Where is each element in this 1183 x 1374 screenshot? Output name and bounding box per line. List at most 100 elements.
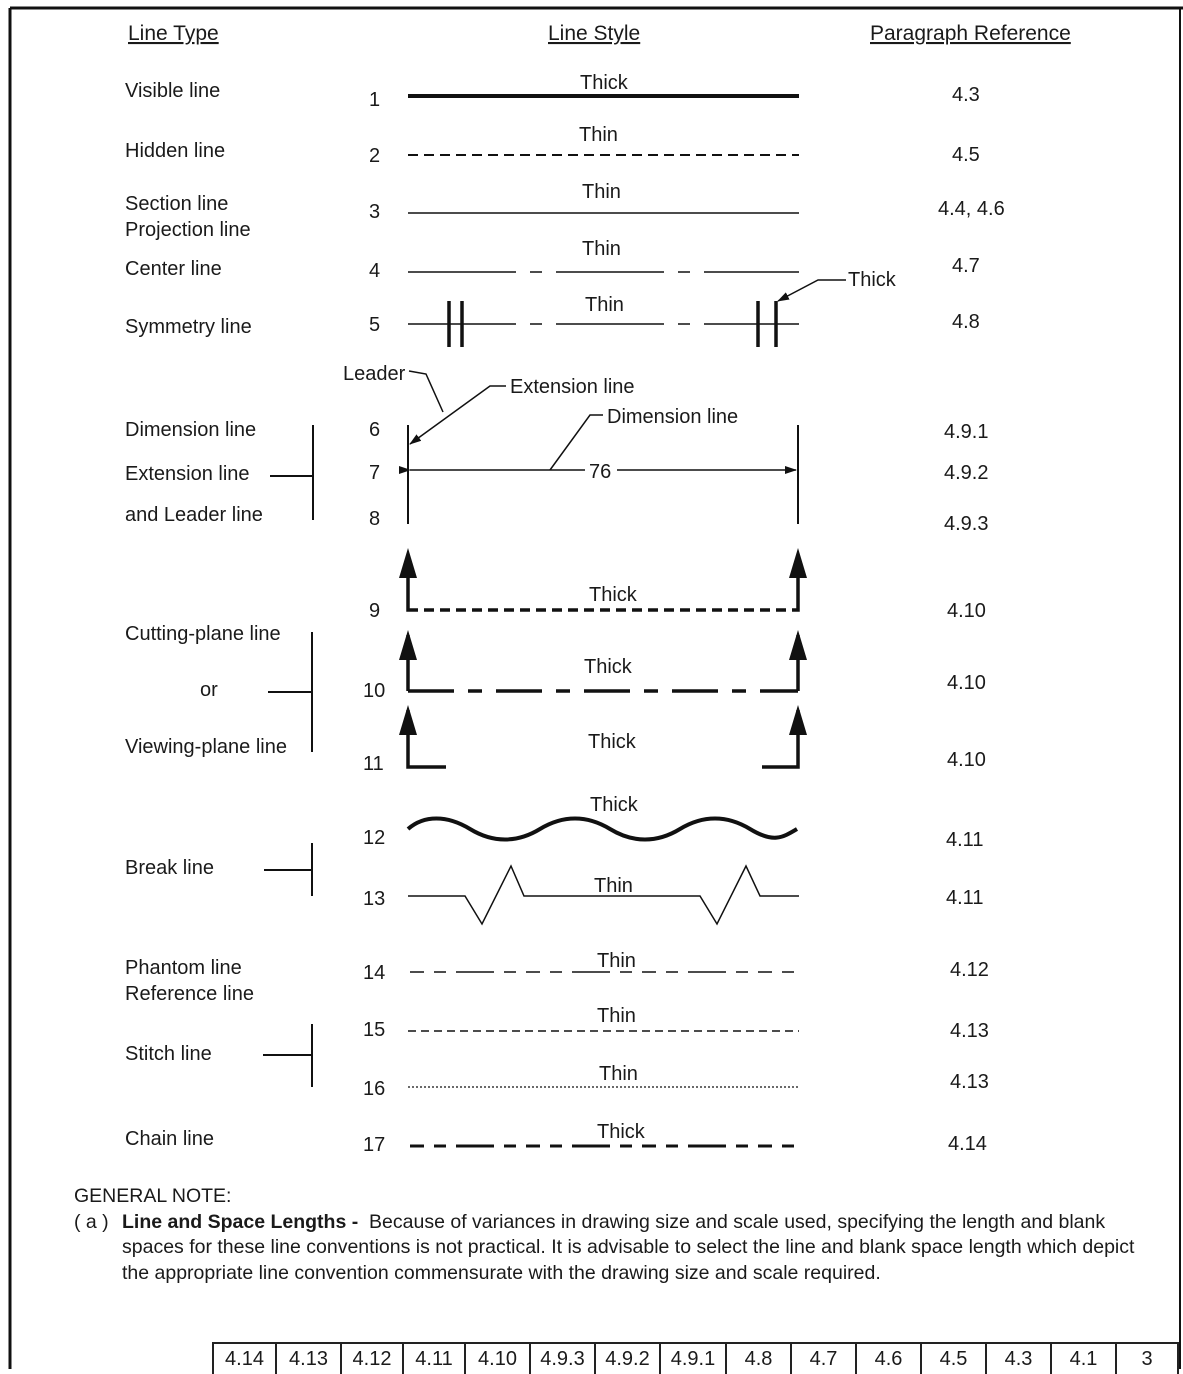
label-and-leader-line: and Leader line (125, 504, 263, 526)
line-number-15: 15 (363, 1019, 385, 1041)
line-number-5: 5 (369, 314, 380, 336)
line-number-11: 11 (363, 753, 384, 775)
revision-cell: 4.11 (402, 1342, 466, 1374)
line-number-8: 8 (369, 508, 380, 530)
revision-cell: 4.6 (855, 1342, 922, 1374)
cutting-plane-chain-sample (399, 630, 807, 693)
weight-label-9: Thick (589, 584, 638, 606)
header-paragraph-reference: Paragraph Reference (870, 22, 1071, 45)
label-cutting-plane-line: Cutting-plane line (125, 623, 281, 645)
break-line-wavy-sample (406, 816, 799, 842)
break-line-zigzag-sample (408, 864, 799, 926)
ref-4: 4.7 (952, 255, 980, 277)
line-number-3: 3 (369, 201, 380, 223)
general-note: GENERAL NOTE: ( a ) Line and Space Lengt… (74, 1184, 1154, 1286)
revision-cell: 4.10 (464, 1342, 531, 1374)
label-dimension-line: Dimension line (125, 419, 256, 441)
revision-cell: 4.1 (1050, 1342, 1117, 1374)
dimension-line-label: Dimension line (607, 406, 738, 428)
viewing-plane-sample (399, 705, 807, 769)
line-number-9: 9 (369, 600, 380, 622)
general-note-title: Line and Space Lengths - (122, 1210, 359, 1233)
revision-cell: 4.13 (275, 1342, 342, 1374)
line-number-16: 16 (363, 1078, 385, 1100)
line-number-2: 2 (369, 145, 380, 167)
ref-16: 4.13 (950, 1071, 989, 1093)
label-extension-line: Extension line (125, 463, 250, 485)
bracket-break-group (264, 843, 313, 896)
revision-cell: 4.9.1 (659, 1342, 727, 1374)
ref-7: 4.9.2 (944, 462, 988, 484)
ref-8: 4.9.3 (944, 513, 988, 535)
weight-label-2: Thin (579, 124, 618, 146)
weight-label-5: Thin (585, 294, 624, 316)
general-note-text: Because of variances in drawing size and… (122, 1210, 1135, 1284)
dimension-line-sample: 76 Leader Extension line Dimension line (343, 363, 799, 524)
ref-12: 4.11 (946, 829, 983, 851)
weight-label-14: Thin (597, 950, 636, 972)
revision-cell: 4.12 (340, 1342, 404, 1374)
line-number-10: 10 (363, 680, 385, 702)
label-center-line: Center line (125, 258, 222, 280)
label-or: or (200, 679, 218, 701)
ref-14: 4.12 (950, 959, 989, 981)
general-note-item-a: ( a ) Line and Space Lengths - Because o… (74, 1210, 1154, 1287)
weight-label-11: Thick (588, 731, 637, 753)
label-phantom-line: Phantom line (125, 957, 242, 979)
revision-reference-table: 4.14 4.13 4.12 4.11 4.10 4.9.3 4.9.2 4.9… (212, 1342, 1179, 1374)
revision-cell: 4.9.2 (594, 1342, 661, 1374)
revision-cell: 4.14 (212, 1342, 277, 1374)
ref-15: 4.13 (950, 1020, 989, 1042)
weight-label-12: Thick (590, 794, 639, 816)
label-viewing-plane-line: Viewing-plane line (125, 736, 287, 758)
revision-cell: 4.5 (920, 1342, 987, 1374)
bracket-cutting-plane-group (268, 632, 313, 752)
ref-1: 4.3 (952, 84, 980, 106)
ref-17: 4.14 (948, 1133, 987, 1155)
weight-label-10: Thick (584, 656, 633, 678)
label-chain-line: Chain line (125, 1128, 214, 1150)
ref-10: 4.10 (947, 672, 986, 694)
weight-label-16: Thin (599, 1063, 638, 1085)
general-note-tag: ( a ) (74, 1210, 109, 1233)
ref-5: 4.8 (952, 311, 980, 333)
label-stitch-line: Stitch line (125, 1043, 212, 1065)
weight-label-15: Thin (597, 1005, 636, 1027)
revision-cell: 4.3 (985, 1342, 1052, 1374)
general-note-heading: GENERAL NOTE: (74, 1185, 232, 1207)
weight-label-1: Thick (580, 72, 629, 94)
revision-cell: 3 (1115, 1342, 1179, 1374)
label-projection-line: Projection line (125, 219, 251, 241)
weight-label-17: Thick (597, 1121, 646, 1143)
line-number-13: 13 (363, 888, 385, 910)
ref-11: 4.10 (947, 749, 986, 771)
bracket-dimension-group (270, 425, 314, 520)
bracket-stitch-group (263, 1024, 313, 1087)
leader-label: Leader (343, 363, 406, 385)
revision-cell: 4.9.3 (529, 1342, 596, 1374)
line-number-17: 17 (363, 1134, 385, 1156)
line-number-4: 4 (369, 260, 380, 282)
label-visible-line: Visible line (125, 80, 220, 102)
line-number-7: 7 (369, 462, 380, 484)
line-number-1: 1 (369, 89, 380, 111)
header-line-type: Line Type (128, 22, 219, 45)
extension-line-label: Extension line (510, 376, 635, 398)
dimension-value: 76 (589, 461, 611, 483)
label-symmetry-line: Symmetry line (125, 316, 252, 338)
label-break-line: Break line (125, 857, 214, 879)
revision-cell: 4.8 (725, 1342, 792, 1374)
header-line-style: Line Style (548, 22, 640, 45)
weight-label-5b: Thick (848, 269, 897, 291)
revision-cell: 4.7 (790, 1342, 857, 1374)
line-number-14: 14 (363, 962, 385, 984)
weight-label-13: Thin (594, 875, 633, 897)
ref-13: 4.11 (946, 887, 983, 909)
weight-label-3: Thin (582, 181, 621, 203)
line-number-12: 12 (363, 827, 385, 849)
ref-3: 4.4, 4.6 (938, 198, 1005, 220)
ref-2: 4.5 (952, 144, 980, 166)
general-note-body: Line and Space Lengths - Because of vari… (122, 1210, 1154, 1287)
label-hidden-line: Hidden line (125, 140, 225, 162)
